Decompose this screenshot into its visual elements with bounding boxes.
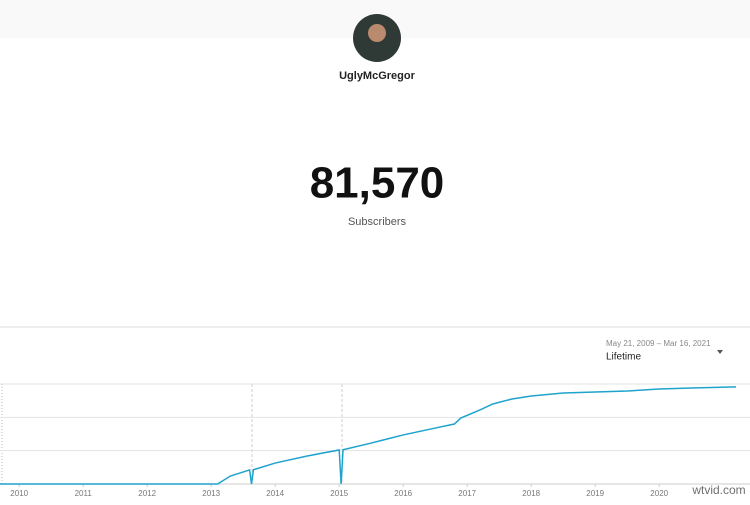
x-tick-label: 2020 xyxy=(650,489,668,498)
channel-name[interactable]: UglyMcGregor xyxy=(339,70,416,82)
dropdown-arrow[interactable] xyxy=(717,350,723,354)
x-tick-label: 2015 xyxy=(330,489,348,498)
avatar-face xyxy=(368,24,386,42)
period-select[interactable]: Lifetime xyxy=(606,352,641,363)
x-tick-label: 2016 xyxy=(394,489,412,498)
x-tick-label: 2014 xyxy=(266,489,284,498)
stat-label: Subscribers xyxy=(348,216,407,228)
x-tick-label: 2010 xyxy=(10,489,28,498)
x-tick-label: 2012 xyxy=(138,489,156,498)
watermark: wtvid.com xyxy=(691,483,745,497)
x-tick-label: 2018 xyxy=(522,489,540,498)
x-tick-label: 2019 xyxy=(586,489,604,498)
subscriber-count: 81,570 xyxy=(310,159,445,208)
subscriber-line xyxy=(0,386,737,485)
x-tick-label: 2017 xyxy=(458,489,476,498)
x-tick-label: 2011 xyxy=(75,489,93,498)
x-tick-label: 2013 xyxy=(202,489,220,498)
date-range: May 21, 2009 – Mar 16, 2021 xyxy=(606,339,711,348)
